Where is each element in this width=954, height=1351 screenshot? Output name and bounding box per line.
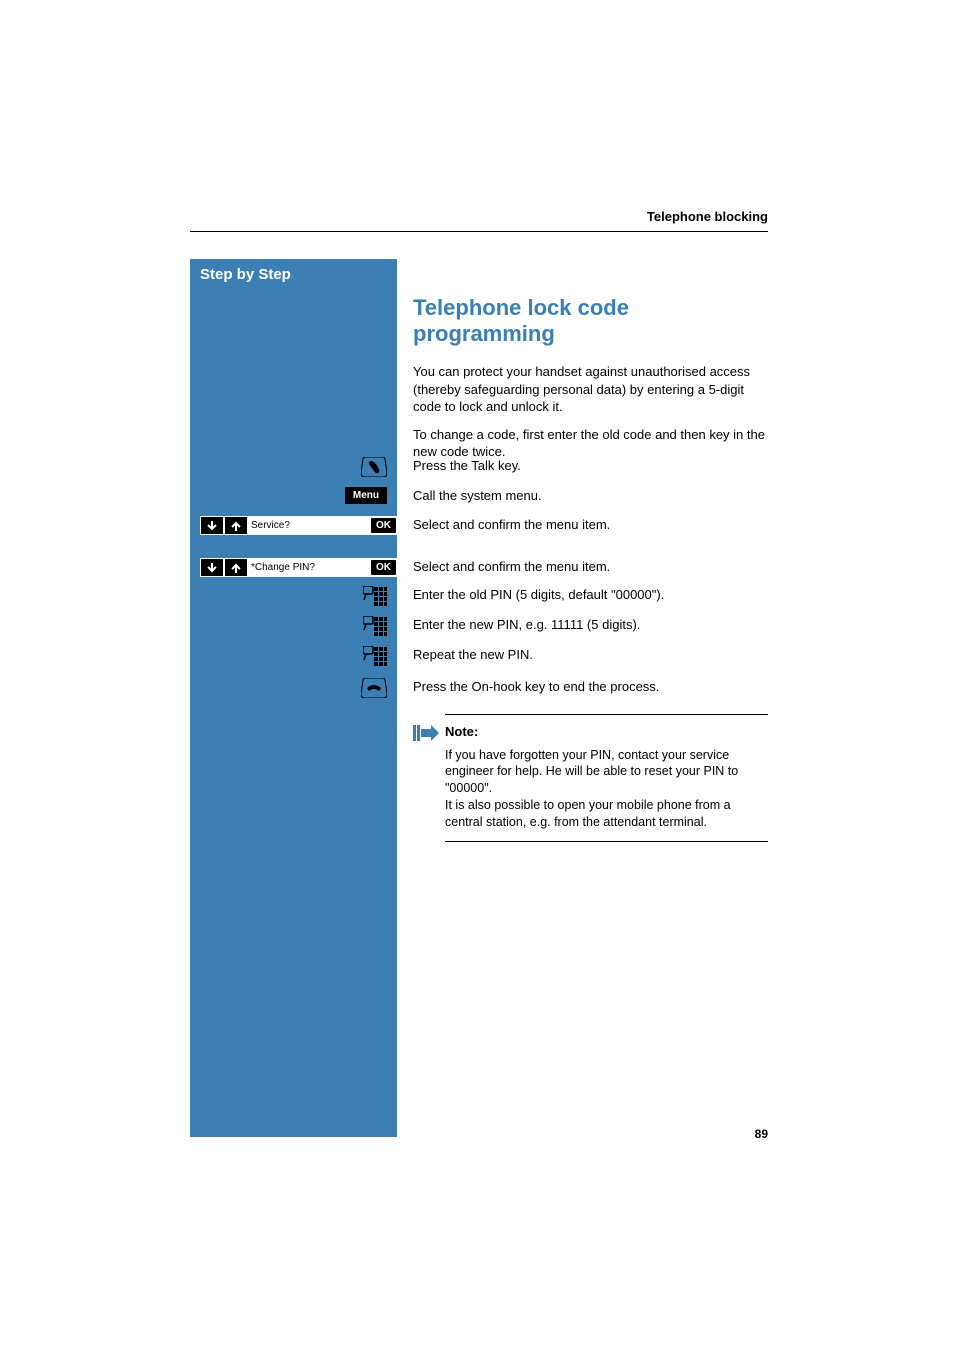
ok-button[interactable]: OK — [371, 518, 396, 533]
step-service-text: Select and confirm the menu item. — [397, 516, 768, 534]
step-talk-text: Press the Talk key. — [397, 457, 768, 475]
step-changepin: *Change PIN? OK Select and confirm the m… — [190, 558, 768, 577]
keypad-icon — [363, 586, 387, 612]
step-menu-text: Call the system menu. — [397, 487, 768, 505]
intro-paragraph-2: To change a code, first enter the old co… — [413, 426, 768, 461]
step-repeat-text: Repeat the new PIN. — [397, 646, 768, 664]
sidebar: Step by Step — [190, 259, 397, 1137]
arrow-down-icon[interactable] — [201, 517, 223, 534]
keypad-icon — [363, 616, 387, 642]
note-body: If you have forgotten your PIN, contact … — [445, 747, 768, 831]
step-onhook-text: Press the On-hook key to end the process… — [397, 678, 768, 696]
arrow-up-icon[interactable] — [225, 517, 247, 534]
step-repeat: Repeat the new PIN. — [190, 646, 768, 672]
step-onhook: Press the On-hook key to end the process… — [190, 678, 768, 698]
service-menu-label: Service? — [247, 520, 371, 531]
changepin-menu-label: *Change PIN? — [247, 562, 371, 573]
arrow-down-icon[interactable] — [201, 559, 223, 576]
step-menu: Menu Call the system menu. — [190, 487, 768, 505]
page-header: Telephone blocking — [190, 209, 768, 232]
ok-button[interactable]: OK — [371, 560, 396, 575]
arrow-up-icon[interactable] — [225, 559, 247, 576]
page-number: 89 — [755, 1127, 768, 1141]
step-newpin: Enter the new PIN, e.g. 11111 (5 digits)… — [190, 616, 768, 642]
step-oldpin: Enter the old PIN (5 digits, default "00… — [190, 586, 768, 612]
note-arrow-icon — [413, 723, 445, 746]
step-talk: Press the Talk key. — [190, 457, 768, 477]
step-oldpin-text: Enter the old PIN (5 digits, default "00… — [397, 586, 768, 604]
talk-key-icon — [361, 457, 387, 477]
step-service: Service? OK Select and confirm the menu … — [190, 516, 768, 535]
onhook-key-icon — [361, 678, 387, 698]
main-content: Telephone lock code programming You can … — [413, 295, 768, 471]
header-title: Telephone blocking — [190, 209, 768, 232]
section-title: Telephone lock code programming — [413, 295, 768, 347]
intro-paragraph-1: You can protect your handset against una… — [413, 363, 768, 416]
menu-button[interactable]: Menu — [345, 487, 387, 504]
step-changepin-text: Select and confirm the menu item. — [397, 558, 768, 576]
keypad-icon — [363, 646, 387, 672]
step-newpin-text: Enter the new PIN, e.g. 11111 (5 digits)… — [397, 616, 768, 634]
note-title: Note: — [445, 723, 768, 741]
note-box: Note: If you have forgotten your PIN, co… — [413, 714, 768, 842]
sidebar-title: Step by Step — [190, 259, 397, 293]
